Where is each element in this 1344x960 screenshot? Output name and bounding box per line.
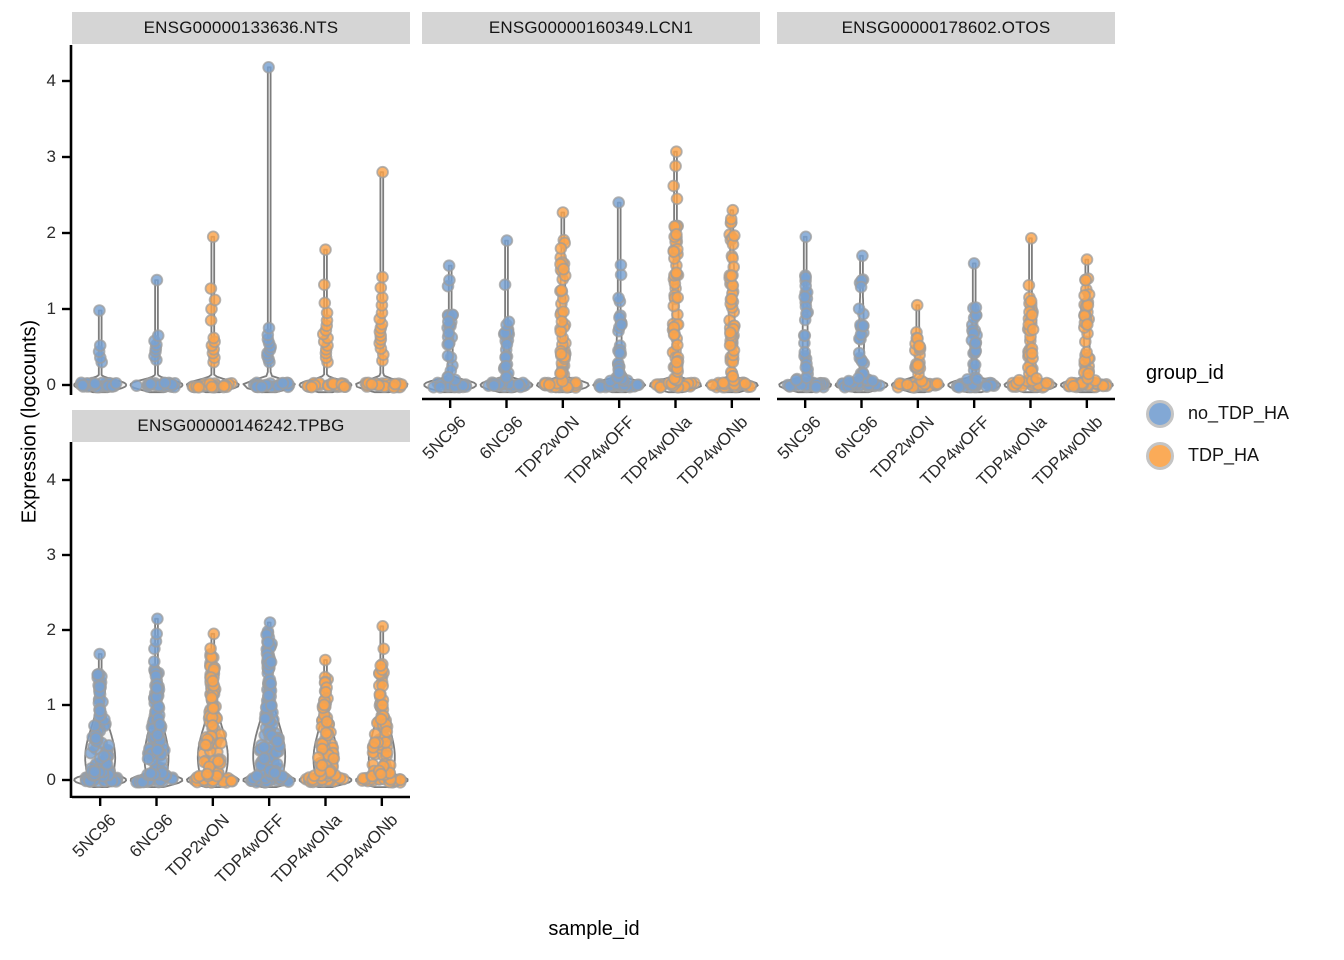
y-tick-label: 2 xyxy=(46,620,56,639)
jitter-points xyxy=(301,243,352,394)
y-tick-label: 1 xyxy=(46,695,56,714)
jitter-points xyxy=(355,619,407,789)
facet-title: ENSG00000160349.LCN1 xyxy=(488,18,694,37)
jitter-points xyxy=(891,298,944,394)
facet-title: ENSG00000146242.TPBG xyxy=(137,416,345,435)
y-tick-label: 0 xyxy=(46,770,56,789)
legend-entry-tdp-ha[interactable]: TDP_HA xyxy=(1146,439,1336,472)
jitter-points xyxy=(74,304,123,394)
jitter-points xyxy=(427,259,473,394)
facet-title: ENSG00000178602.OTOS xyxy=(841,18,1051,37)
y-tick-label: 4 xyxy=(46,470,56,489)
jitter-points xyxy=(1006,232,1055,394)
y-tick-label: 2 xyxy=(46,223,56,242)
facet-title: ENSG00000133636.NTS xyxy=(143,18,339,37)
jitter-points xyxy=(130,273,182,394)
facet-panel-2 xyxy=(777,230,1115,408)
facet-panel-3 xyxy=(62,442,410,806)
jitter-points xyxy=(538,206,583,394)
jitter-points xyxy=(836,249,886,394)
jitter-points xyxy=(299,653,350,789)
legend-entry-label: no_TDP_HA xyxy=(1188,403,1290,423)
y-tick-label: 3 xyxy=(46,545,56,564)
facet-strip-nts: ENSG00000133636.NTS xyxy=(72,12,410,44)
jitter-points xyxy=(186,230,238,394)
facet-strip-tpbg: ENSG00000146242.TPBG xyxy=(72,410,410,442)
y-tick-label: 1 xyxy=(46,299,56,318)
y-tick-label: 3 xyxy=(46,147,56,166)
facet-panel-0 xyxy=(62,45,409,395)
legend-entry-label: TDP_HA xyxy=(1188,445,1260,465)
facet-panel-1 xyxy=(422,145,760,408)
jitter-points xyxy=(188,627,239,789)
jitter-points xyxy=(130,612,179,789)
jitter-points xyxy=(593,196,645,394)
facet-strip-otos: ENSG00000178602.OTOS xyxy=(777,12,1115,44)
facet-strip-lcn1: ENSG00000160349.LCN1 xyxy=(422,12,760,44)
legend-key-circle-orange xyxy=(1146,441,1174,470)
legend-entry-no-tdp-ha[interactable]: no_TDP_HA xyxy=(1146,397,1336,430)
legend: group_id no_TDP_HA TDP_HA xyxy=(1146,362,1336,481)
legend-title: group_id xyxy=(1146,362,1224,384)
jitter-points xyxy=(359,165,409,394)
x-axis-title: sample_id xyxy=(548,918,640,940)
jitter-points xyxy=(706,203,757,394)
jitter-points xyxy=(650,145,701,394)
jitter-points xyxy=(247,61,296,394)
jitter-points xyxy=(244,616,295,789)
jitter-points xyxy=(79,647,124,788)
y-axis-title: Expression (logcounts) xyxy=(18,319,41,524)
y-tick-label: 0 xyxy=(46,375,56,394)
jitter-points xyxy=(482,234,532,394)
y-tick-label: 4 xyxy=(46,71,56,90)
jitter-points xyxy=(1062,253,1113,394)
jitter-points xyxy=(950,257,1001,394)
jitter-points xyxy=(781,230,831,394)
legend-key-circle-blue xyxy=(1146,399,1174,428)
